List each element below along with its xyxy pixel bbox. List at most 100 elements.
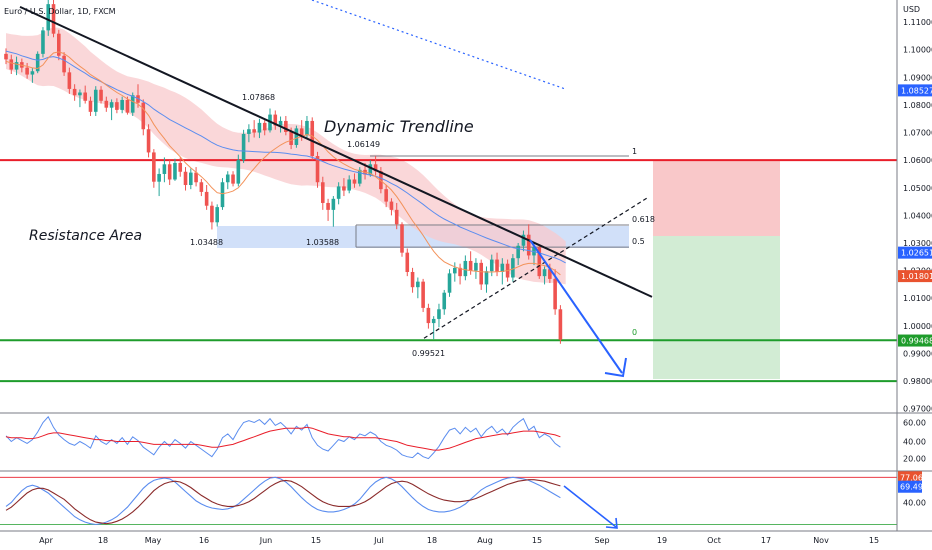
candle-body [305, 120, 309, 136]
time-tick-label: 15 [311, 536, 321, 545]
time-tick-label: 18 [427, 536, 437, 545]
candle-body [57, 33, 61, 56]
price-tick-label: 1.11000 [903, 18, 932, 27]
candle-body [236, 160, 241, 184]
candle-body [410, 271, 415, 288]
stoch-marker-badge [898, 480, 922, 493]
fib-618-label: 0.618 [632, 215, 655, 224]
price-tick-label: 1.08000 [903, 101, 932, 110]
candle-body [4, 53, 8, 60]
candle-body [51, 4, 56, 34]
candle-body [252, 129, 256, 133]
candle-body [347, 179, 351, 191]
candle-body [474, 262, 478, 271]
currency-label: USD [903, 5, 920, 14]
candle-body [46, 4, 51, 31]
candle-body [9, 59, 14, 70]
candle-body [526, 234, 531, 256]
stoch-projection-arrow [563, 485, 617, 528]
candle-body [25, 67, 29, 75]
candle-body [241, 133, 246, 161]
volatility-band [6, 27, 566, 285]
chart-title: Euro / U.S. Dollar, 1D, FXCM [4, 7, 116, 16]
price-marker-label: 1.08527 [901, 86, 932, 95]
price-tick-label: 1.09000 [903, 73, 932, 82]
price-tick-label: 1.07000 [903, 129, 932, 138]
candle-body [437, 309, 441, 319]
candle-body [394, 209, 399, 225]
candle-body [416, 281, 420, 288]
candle-body [336, 186, 341, 199]
price-tick-label: 1.01000 [903, 294, 932, 303]
candle-body [30, 71, 35, 75]
swing-high-label: 1.07868 [242, 93, 275, 102]
dashed-support-trendline [423, 196, 649, 339]
stop-loss-zone [653, 160, 780, 236]
candle-body [125, 99, 130, 113]
candle-body [368, 164, 373, 175]
candle-body [157, 173, 161, 182]
candle-body [78, 92, 82, 96]
swing-low-3-label: 0.99521 [412, 349, 445, 358]
moving-average-orange [5, 51, 561, 276]
candle-body [72, 88, 77, 96]
candle-body [41, 30, 45, 54]
candle-body [553, 278, 557, 310]
price-tick-label: 1.05000 [903, 184, 932, 193]
candle-body [93, 89, 98, 112]
candle-body [489, 259, 494, 272]
candle-body [463, 260, 468, 277]
dynamic-trendline [19, 5, 653, 298]
rsi-line [5, 415, 561, 460]
candle-body [178, 162, 183, 172]
candle-body [141, 102, 146, 130]
stoch-projection-arrowhead [605, 517, 618, 529]
candle-body [284, 120, 288, 132]
price-marker-badge [898, 246, 932, 259]
candle-body [516, 245, 520, 259]
candle-body [479, 262, 483, 285]
price-marker-badge [898, 84, 932, 97]
price-marker-label: 1.02651 [901, 249, 932, 258]
candle-body [167, 164, 172, 180]
candle-body [247, 129, 251, 134]
candle-body [310, 120, 315, 157]
candle-body [331, 198, 336, 210]
candle-body [321, 182, 325, 203]
candle-body [262, 122, 267, 131]
candle-body [67, 72, 72, 89]
time-tick-label: May [145, 536, 162, 545]
candle-body [521, 234, 526, 246]
fib-1-label: 1 [632, 147, 637, 156]
candle-body [458, 267, 462, 277]
candle-body [231, 174, 235, 184]
time-tick-label: 18 [98, 536, 108, 545]
candle-body [389, 201, 394, 210]
candle-body [62, 55, 66, 73]
time-tick-label: Sep [594, 536, 609, 545]
candle-body [384, 189, 388, 202]
candle-body [183, 171, 188, 186]
candle-body [215, 207, 219, 223]
candle-body [447, 273, 452, 293]
time-tick-label: 19 [657, 536, 667, 545]
candle-body [431, 318, 436, 324]
price-tick-label: 1.06000 [903, 156, 932, 165]
candle-body [484, 271, 489, 285]
candle-body [326, 202, 330, 210]
candle-body [120, 99, 124, 110]
time-tick-label: 15 [869, 536, 879, 545]
rsi-signal-line [5, 426, 561, 451]
time-tick-label: Oct [707, 536, 721, 545]
candle-body [83, 92, 87, 101]
candle-body [88, 100, 93, 112]
time-tick-label: Aug [477, 536, 493, 545]
take-profit-zone [653, 236, 780, 379]
candle-body [204, 191, 209, 206]
price-marker-badge [898, 270, 932, 283]
candle-body [225, 174, 230, 183]
candle-body [257, 122, 262, 133]
time-tick-label: Nov [813, 536, 829, 545]
